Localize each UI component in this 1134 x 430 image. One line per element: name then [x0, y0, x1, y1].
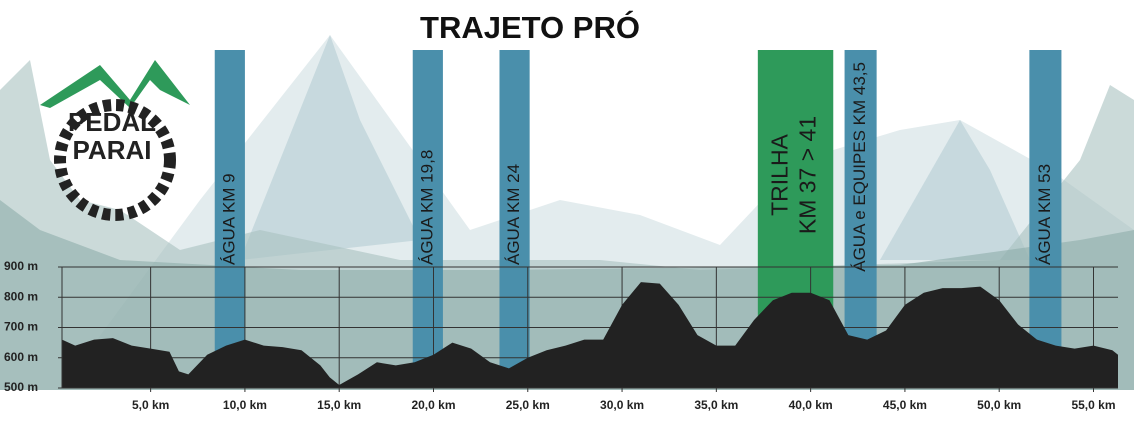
- x-tick-label: 45,0 km: [883, 398, 927, 412]
- band-label: ÁGUA KM 53: [1035, 164, 1054, 265]
- y-tick-label: 600 m: [4, 350, 38, 364]
- band: [499, 50, 530, 388]
- x-tick-label: 55,0 km: [1071, 398, 1115, 412]
- logo: PEDAL PARAI: [40, 60, 190, 221]
- x-tick-label: 25,0 km: [506, 398, 550, 412]
- band: [412, 50, 443, 388]
- x-tick-label: 5,0 km: [132, 398, 169, 412]
- mountain-shade: [240, 35, 420, 260]
- band-label: ÁGUA KM 9: [219, 173, 238, 265]
- y-tick-label: 700 m: [4, 320, 38, 334]
- x-tick-label: 30,0 km: [600, 398, 644, 412]
- elevation-area: [62, 282, 1118, 388]
- band: [1029, 50, 1062, 388]
- band: [844, 50, 877, 388]
- x-tick-label: 50,0 km: [977, 398, 1021, 412]
- y-tick-label: 500 m: [4, 380, 38, 394]
- x-tick-label: 35,0 km: [694, 398, 738, 412]
- y-tick-label: 800 m: [4, 289, 38, 303]
- band-label: ÁGUA KM 24: [504, 164, 523, 265]
- logo-gear: [54, 99, 176, 221]
- x-tick-label: 15,0 km: [317, 398, 361, 412]
- x-tick-label: 20,0 km: [411, 398, 455, 412]
- band-label: KM 37 > 41: [795, 116, 821, 234]
- logo-mountains: [40, 60, 190, 108]
- band-label: ÁGUA e EQUIPES KM 43,5: [850, 62, 869, 272]
- y-tick-label: 900 m: [4, 259, 38, 273]
- band-label: ÁGUA KM 19,8: [417, 150, 436, 265]
- chart-title: TRAJETO PRÓ: [420, 9, 640, 45]
- mountain-shade: [880, 120, 1030, 260]
- logo-text: PARAI: [73, 135, 152, 165]
- band-label: TRILHA: [767, 133, 793, 215]
- logo-text: PEDAL: [68, 107, 156, 137]
- x-tick-label: 40,0 km: [789, 398, 833, 412]
- band: [214, 50, 245, 388]
- x-tick-label: 10,0 km: [223, 398, 267, 412]
